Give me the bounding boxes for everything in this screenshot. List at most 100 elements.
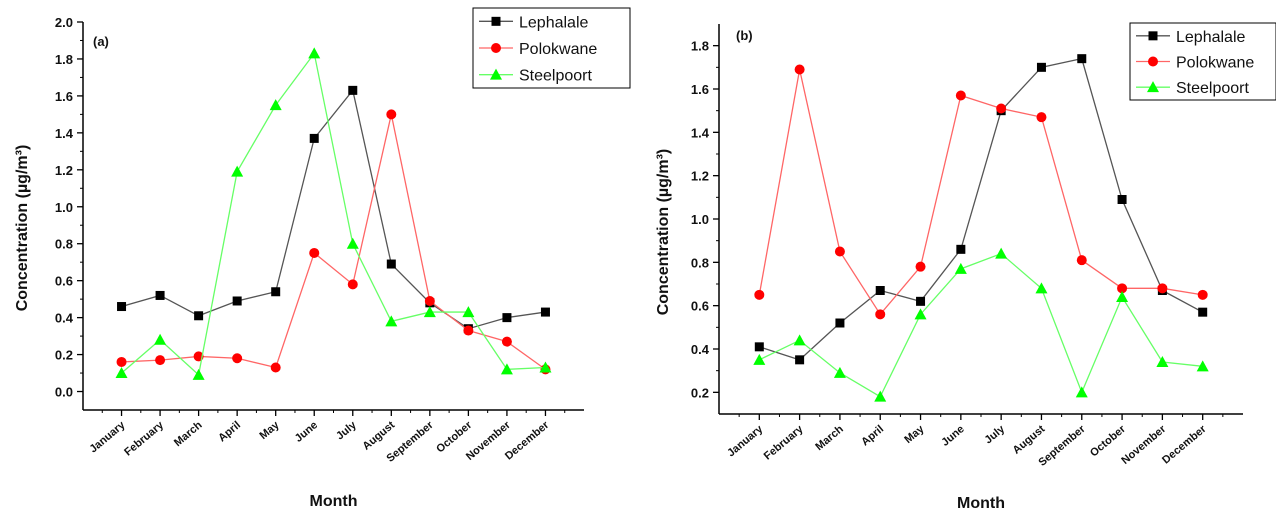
data-point — [539, 361, 552, 373]
series-line — [758, 69, 1203, 316]
y-tick-label: 0.6 — [55, 274, 73, 289]
data-point — [996, 103, 1007, 114]
legend-entry-lephalale: Lephalale — [1136, 29, 1246, 46]
legend-label: Lephalale — [519, 14, 589, 31]
data-point — [955, 90, 966, 101]
panel-label: (b) — [736, 28, 753, 43]
legend-marker — [490, 68, 502, 80]
series-line — [121, 88, 546, 330]
y-tick-label: 1.4 — [691, 125, 710, 140]
legend-label: Steelpoort — [519, 68, 592, 85]
data-point — [540, 307, 550, 317]
data-point — [117, 302, 127, 312]
y-tick-label: 0.2 — [691, 385, 709, 400]
legend-marker — [1148, 56, 1158, 67]
legend-label: Steelpoort — [1176, 80, 1249, 97]
x-tick-label: March — [172, 419, 205, 449]
data-point — [463, 325, 474, 336]
legend-entry-polokwane: Polokwane — [479, 41, 597, 58]
y-tick-label: 1.6 — [691, 82, 709, 97]
data-point — [385, 315, 398, 327]
legend-label: Lephalale — [1176, 29, 1246, 46]
data-point — [423, 306, 436, 318]
data-point — [1077, 54, 1087, 64]
legend: Lephalale Polokwane Steelpoort — [1129, 22, 1276, 101]
x-tick-label: May — [902, 423, 927, 447]
data-point — [348, 85, 358, 95]
y-tick-label: 0.6 — [691, 299, 709, 314]
series-line — [759, 57, 1204, 361]
chart-panel-a: 0.00.20.40.60.81.01.21.41.61.82.0January… — [14, 7, 631, 510]
series-steelpoort — [115, 47, 552, 380]
data-point — [347, 279, 358, 290]
x-tick-label: March — [813, 423, 846, 453]
x-tick-label: December — [1160, 423, 1209, 467]
y-tick-label: 0.4 — [691, 342, 710, 357]
x-tick-label: July — [334, 419, 359, 443]
x-tick-label: May — [258, 419, 283, 443]
series-line — [121, 114, 546, 370]
panel-label: (a) — [93, 34, 109, 49]
data-point — [1156, 356, 1169, 367]
data-point — [462, 306, 475, 318]
data-point — [754, 289, 765, 300]
series-steelpoort — [753, 247, 1209, 402]
data-point — [502, 313, 512, 323]
data-point — [424, 295, 435, 306]
data-point — [875, 309, 886, 320]
legend-label: Polokwane — [519, 41, 597, 58]
y-tick-label: 2.0 — [55, 15, 73, 30]
data-point — [155, 290, 165, 300]
data-point — [914, 308, 927, 320]
chart-panel-b: 0.2 0.4 0.6 0.8 1.0 1.2 1.4 1.6 1.8 JanuaryFebrua… — [655, 22, 1276, 510]
x-tick-label: April — [216, 419, 243, 444]
data-point — [753, 353, 766, 365]
data-point — [1075, 386, 1088, 398]
data-point — [386, 259, 396, 269]
x-tick-label: April — [859, 423, 886, 448]
y-tick-label: 1.6 — [55, 89, 73, 104]
data-point — [309, 133, 319, 143]
data-point — [386, 109, 397, 120]
legend-entry-lephalale: Lephalale — [479, 14, 589, 31]
data-point — [231, 165, 244, 177]
legend-entry-steelpoort: Steelpoort — [479, 68, 592, 85]
y-tick-label: 1.0 — [55, 200, 73, 215]
data-point — [1035, 282, 1048, 294]
data-point — [154, 333, 167, 345]
legend-entry-polokwane: Polokwane — [1136, 55, 1254, 72]
data-point — [956, 244, 966, 254]
data-point — [1117, 283, 1128, 294]
data-point — [346, 237, 359, 249]
data-point — [916, 296, 926, 306]
legend-label: Polokwane — [1176, 55, 1254, 72]
data-point — [309, 247, 320, 258]
y-tick-label: 1.4 — [55, 126, 74, 141]
y-tick-label: 1.8 — [55, 52, 73, 67]
data-point — [232, 353, 243, 364]
data-point — [833, 366, 846, 378]
data-point — [1196, 360, 1209, 372]
data-point — [954, 262, 967, 274]
legend-marker — [491, 16, 501, 26]
data-point — [500, 363, 513, 375]
y-tick-label: 1.8 — [691, 39, 709, 54]
y-tick-label: 0.8 — [691, 255, 709, 270]
data-point — [754, 342, 764, 352]
series-line — [759, 252, 1203, 398]
series-line — [121, 51, 546, 377]
y-tick-label: 1.2 — [691, 169, 709, 184]
data-point — [794, 64, 805, 75]
series-polokwane — [754, 64, 1208, 320]
data-point — [874, 390, 887, 402]
y-tick-label: 1.0 — [691, 212, 709, 227]
x-tick-label: June — [293, 419, 320, 445]
x-tick-label: August — [1011, 423, 1048, 457]
y-axis-label: Concentration (µg/m³) — [655, 149, 672, 316]
x-tick-label: January — [725, 423, 766, 460]
y-tick-label: 0.4 — [55, 311, 74, 326]
data-point — [308, 47, 321, 59]
data-point — [115, 367, 128, 379]
data-point — [116, 356, 127, 367]
